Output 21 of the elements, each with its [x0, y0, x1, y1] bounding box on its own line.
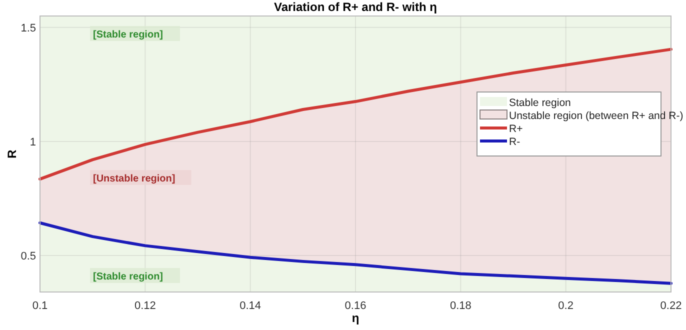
legend-label: R- [509, 136, 521, 148]
line-series [38, 221, 672, 285]
y-tick-label: 1.5 [20, 22, 36, 34]
annotation: [Stable region] [93, 30, 164, 40]
x-tick-label: 0.1 [32, 300, 48, 312]
y-tick-label: 0.5 [20, 250, 36, 263]
y-axis-title: R [5, 149, 19, 158]
x-axis-title: η [352, 311, 360, 325]
band-label: Stable region [509, 97, 572, 109]
y-tick-label: 1 [30, 136, 36, 148]
annotation: [Stable region] [93, 272, 164, 282]
x-tick-label: 0.14 [240, 300, 262, 312]
chart-title: Variation of R+ and R- with η [274, 0, 438, 14]
x-tick-label: 0.2 [558, 300, 574, 312]
x-tick-label: 0.12 [134, 300, 156, 312]
legend-label: Unstable region (between R+ and R-) [509, 110, 684, 122]
legend-label: R+ [509, 123, 523, 135]
x-tick-label: 0.16 [344, 300, 366, 312]
x-tick-label: 0.18 [450, 300, 472, 312]
annotation: [Unstable region] [93, 174, 176, 184]
x-tick-label: 0.22 [660, 300, 682, 312]
